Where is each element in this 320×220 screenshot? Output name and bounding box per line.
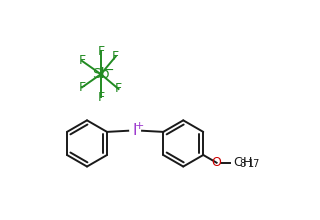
Text: I: I [132, 123, 137, 138]
Text: −: − [104, 64, 115, 77]
Text: 17: 17 [248, 159, 260, 169]
Text: F: F [97, 91, 104, 104]
Text: F: F [97, 44, 104, 58]
Text: +: + [135, 121, 144, 131]
Text: O: O [212, 156, 221, 169]
Text: F: F [78, 54, 85, 67]
Text: F: F [78, 81, 85, 94]
Text: 8: 8 [239, 159, 245, 169]
Text: F: F [115, 82, 122, 95]
Text: F: F [112, 50, 119, 63]
Text: Sb: Sb [92, 67, 110, 81]
Text: H: H [243, 156, 252, 169]
Text: C: C [234, 156, 242, 169]
